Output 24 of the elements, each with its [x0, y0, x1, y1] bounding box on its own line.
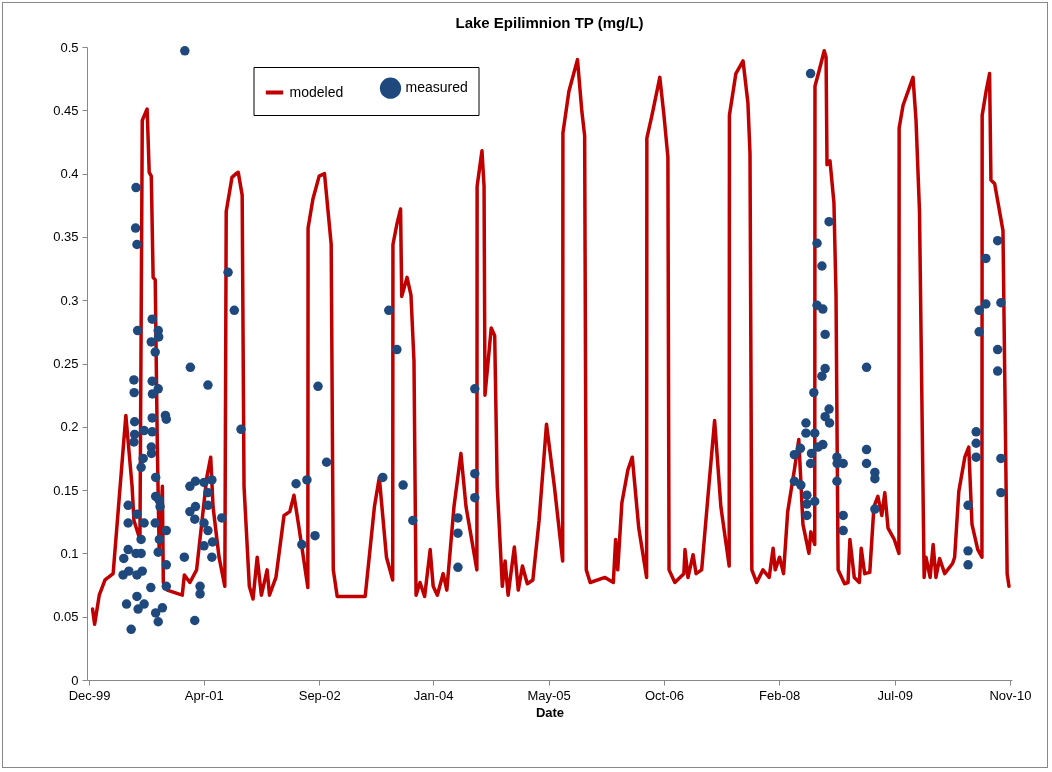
legend-label: measured — [405, 79, 468, 96]
y-tick-label: 0.2 — [60, 419, 79, 435]
y-tick-label: 0.15 — [53, 482, 79, 498]
y-tick-label: 0.45 — [53, 102, 79, 118]
legend-label: modeled — [289, 83, 344, 100]
y-tick-label: 0.3 — [60, 292, 79, 308]
y-tick-label: 0.5 — [60, 39, 79, 55]
x-axis-title: Date — [535, 704, 565, 720]
chart-title: Lake Epilimnion TP (mg/L) — [455, 14, 644, 31]
x-tick-label: Nov-10 — [989, 687, 1032, 703]
x-tick-label: Jan-04 — [413, 687, 454, 703]
y-tick-label: 0.35 — [53, 229, 79, 245]
x-tick-label: Jul-09 — [877, 687, 913, 703]
y-tick-label: 0.4 — [60, 166, 79, 182]
y-tick-label: 0 — [71, 672, 79, 688]
x-tick-label: Dec-99 — [68, 687, 111, 703]
x-tick-label: Apr-01 — [184, 687, 224, 703]
x-tick-label: Oct-06 — [644, 687, 684, 703]
y-tick-label: 0.25 — [53, 356, 79, 371]
x-tick-label: Feb-08 — [759, 687, 801, 703]
x-tick-label: Sep-02 — [298, 687, 341, 703]
y-tick-label: 0.05 — [53, 609, 79, 625]
x-tick-label: May-05 — [527, 687, 571, 703]
y-tick-label: 0.1 — [60, 545, 79, 561]
